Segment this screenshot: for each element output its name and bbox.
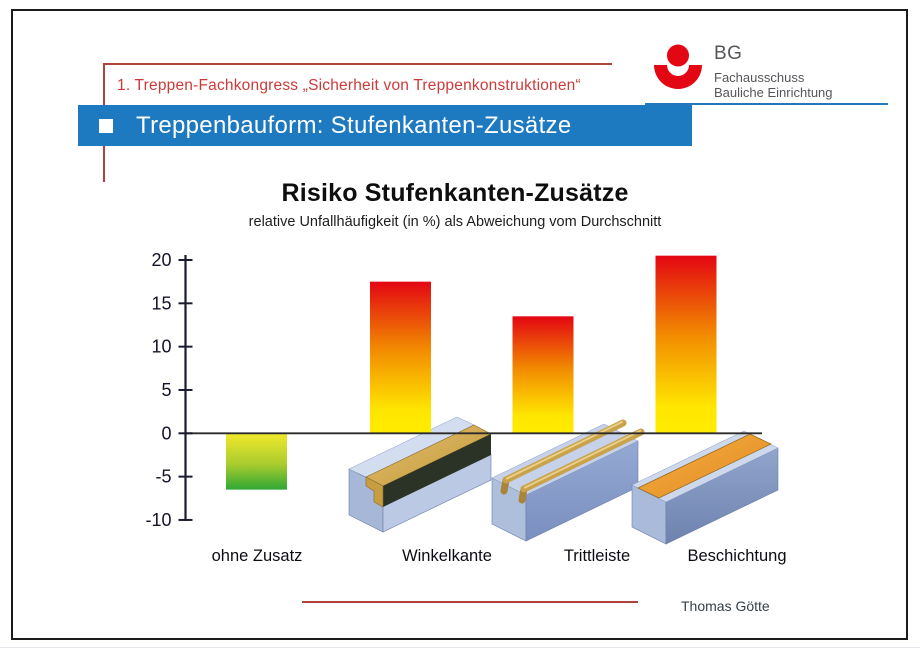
y-tick-label: 10 bbox=[151, 337, 171, 357]
bar-beschichtung bbox=[655, 255, 717, 434]
bg-logo-svg bbox=[654, 44, 702, 89]
slide-title-bar: Treppenbauform: Stufenkanten-Zusätze bbox=[78, 105, 692, 146]
slide-title: Treppenbauform: Stufenkanten-Zusätze bbox=[136, 111, 572, 139]
category-label-trittleiste: Trittleiste bbox=[564, 547, 630, 565]
y-tick-label: 0 bbox=[161, 423, 171, 443]
header-rule-top bbox=[103, 63, 612, 65]
author-name: Thomas Götte bbox=[681, 598, 770, 614]
bg-logo-text: BG Fachausschuss Bauliche Einrichtung bbox=[714, 43, 833, 100]
logo-underline-rule bbox=[645, 103, 888, 105]
bg-logo-sub: Fachausschuss Bauliche Einrichtung bbox=[714, 70, 833, 100]
square-bullet-icon bbox=[99, 118, 113, 133]
step-illustration-trittleiste bbox=[491, 419, 645, 542]
bar-ohne-zusatz bbox=[226, 433, 287, 490]
category-label-beschichtung: Beschichtung bbox=[687, 547, 786, 565]
page-edge-line bbox=[0, 647, 920, 648]
footer-rule bbox=[302, 601, 638, 603]
step-illustration-winkelkante bbox=[348, 416, 492, 533]
category-label-winkelkante: Winkelkante bbox=[402, 547, 492, 565]
chart-subtitle: relative Unfallhäufigkeit (in %) als Abw… bbox=[248, 214, 662, 230]
bg-logo-line2: Bauliche Einrichtung bbox=[714, 85, 833, 100]
congress-header-text: 1. Treppen-Fachkongress „Sicherheit von … bbox=[117, 77, 581, 94]
y-tick-label: -5 bbox=[155, 467, 171, 487]
slide-border bbox=[11, 9, 908, 640]
bg-logo-line1: Fachausschuss bbox=[714, 70, 805, 85]
bar-trittleiste bbox=[512, 316, 574, 434]
category-label-ohne-zusatz: ohne Zusatz bbox=[212, 547, 303, 565]
y-tick-label: 20 bbox=[151, 250, 171, 270]
bar-winkelkante bbox=[370, 281, 431, 434]
chart-title: Risiko Stufenkanten-Zusätze bbox=[281, 179, 629, 207]
plot-dynamic-layer: 20 15 10 5 0 -5 -10 ohne Zusatz Winkelkante Tritt… bbox=[145, 250, 786, 565]
bg-logo-icon bbox=[652, 42, 704, 94]
step-illustration-beschichtung bbox=[631, 430, 779, 545]
bg-logo-acronym: BG bbox=[714, 43, 743, 64]
y-tick-label: 15 bbox=[151, 293, 171, 313]
y-tick-label: -10 bbox=[145, 510, 171, 530]
y-tick-label: 5 bbox=[161, 380, 171, 400]
